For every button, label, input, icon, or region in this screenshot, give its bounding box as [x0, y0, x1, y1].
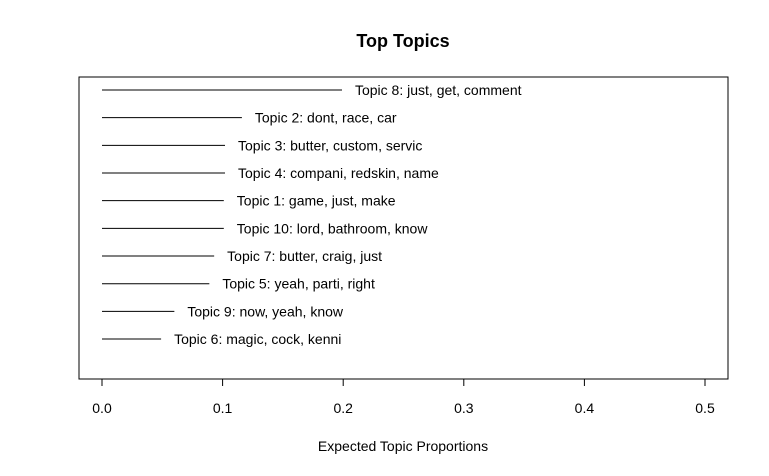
topic-label: Topic 4: compani, redskin, name	[238, 165, 439, 181]
x-tick-label: 0.2	[333, 400, 353, 416]
topic-label: Topic 2: dont, race, car	[255, 110, 397, 126]
topic-label: Topic 6: magic, cock, kenni	[174, 331, 341, 347]
topic-label: Topic 5: yeah, parti, right	[222, 276, 375, 292]
chart-title: Top Topics	[356, 31, 449, 51]
topic-label: Topic 7: butter, craig, just	[227, 248, 382, 264]
topic-label: Topic 1: game, just, make	[237, 193, 396, 209]
topic-label: Topic 9: now, yeah, know	[187, 303, 344, 319]
x-axis-label: Expected Topic Proportions	[318, 438, 488, 454]
x-tick-label: 0.3	[454, 400, 474, 416]
x-tick-label: 0.0	[92, 400, 112, 416]
topic-label: Topic 10: lord, bathroom, know	[237, 220, 429, 236]
x-tick-label: 0.1	[213, 400, 233, 416]
topic-label: Topic 3: butter, custom, servic	[238, 137, 422, 153]
x-tick-label: 0.4	[575, 400, 595, 416]
topic-lines: Topic 8: just, get, comment Topic 2: dont…	[102, 82, 522, 347]
x-tick-label: 0.5	[695, 400, 715, 416]
topic-label: Topic 8: just, get, comment	[355, 82, 522, 98]
x-axis: 0.0 0.1 0.2 0.3 0.4 0.5	[92, 378, 715, 416]
